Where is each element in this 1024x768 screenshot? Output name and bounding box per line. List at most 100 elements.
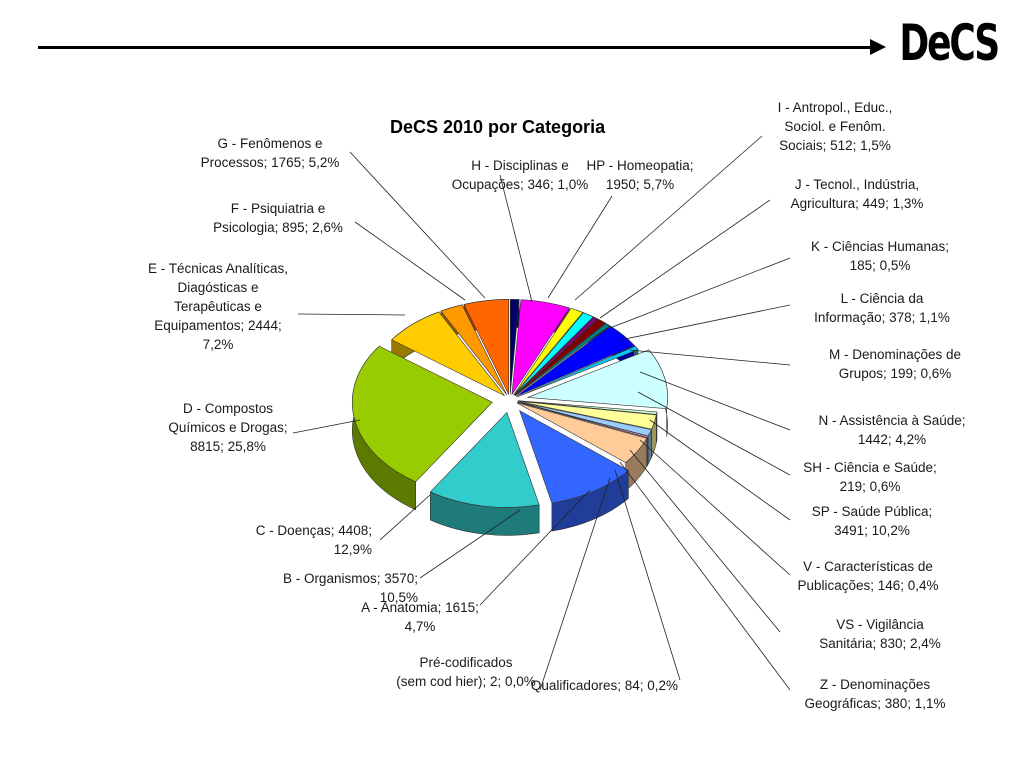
data-label-line: Agricultura; 449; 1,3% xyxy=(791,196,924,211)
pie-slice-15 xyxy=(516,402,648,463)
leader-line-1 xyxy=(547,195,613,299)
data-label-line: Sanitária; 830; 2,4% xyxy=(819,636,941,651)
pie-slice-8 xyxy=(516,345,639,398)
pie-slice-tops xyxy=(352,299,668,508)
data-label-line: Processos; 1765; 5,2% xyxy=(201,155,340,170)
data-label-line: HP - Homeopatia; xyxy=(586,158,693,173)
data-label-line: Sociol. e Fenôm. xyxy=(784,119,885,134)
data-label-line: E - Técnicas Analíticas, xyxy=(148,261,288,276)
data-label-3: J - Tecnol., Indústria, Agricultura; 449;… xyxy=(791,177,924,211)
data-label-5: L - Ciência da Informação; 378; 1,1% xyxy=(814,291,950,325)
arrow-head-icon xyxy=(870,39,886,55)
data-label-line: 185; 0,5% xyxy=(850,258,911,273)
pie-slice-6 xyxy=(515,322,611,397)
data-label-line: 7,2% xyxy=(203,337,234,352)
leader-line-8 xyxy=(637,391,791,476)
data-label-1: HP - Homeopatia; 1950; 5,7% xyxy=(586,158,693,192)
pie-slice-17 xyxy=(429,411,540,508)
data-label-line: L - Ciência da xyxy=(841,291,924,306)
leader-line-0 xyxy=(499,174,533,303)
data-label-line: SH - Ciência e Saúde; xyxy=(803,460,937,475)
pie-slice-10 xyxy=(517,400,658,415)
leader-line-3 xyxy=(599,199,771,319)
pie-slice-21 xyxy=(463,299,510,395)
leader-line-14 xyxy=(539,477,611,691)
pie-slice-2 xyxy=(513,308,584,396)
leader-lines xyxy=(292,135,791,691)
data-label-line: 3491; 10,2% xyxy=(834,523,910,538)
leader-line-13 xyxy=(614,469,681,681)
pie-slice-3 xyxy=(514,312,594,396)
data-label-line: 10,5% xyxy=(380,590,418,605)
data-label-line: 219; 0,6% xyxy=(840,479,901,494)
leader-line-6 xyxy=(629,349,791,366)
data-label-line: Z - Denominações xyxy=(820,677,931,692)
pie-slice-1 xyxy=(511,299,570,395)
data-label-15: A - Anatomia; 1615; 4,7% xyxy=(361,600,479,634)
data-label-12: Z - Denominações Geográficas; 380; 1,1% xyxy=(804,677,945,711)
brand-logo: DeCS xyxy=(899,14,1000,72)
header-rule xyxy=(38,46,876,49)
data-label-line: 1950; 5,7% xyxy=(606,177,674,192)
data-label-line: Geográficas; 380; 1,1% xyxy=(804,696,945,711)
pie-slice-19 xyxy=(391,311,505,397)
pie-slice-20 xyxy=(440,304,508,396)
data-label-line: I - Antropol., Educ., xyxy=(778,100,893,115)
leader-line-20 xyxy=(354,221,466,301)
data-label-13: Qualificadores; 84; 0,2% xyxy=(531,678,678,693)
data-label-line: N - Assistência à Saúde; xyxy=(818,413,965,428)
data-label-21: G - Fenômenos e Processos; 1765; 5,2% xyxy=(201,136,340,170)
data-label-line: B - Organismos; 3570; xyxy=(283,571,418,586)
data-label-line: H - Disciplinas e xyxy=(471,158,569,173)
leader-line-7 xyxy=(639,371,791,431)
data-label-line: 8815; 25,8% xyxy=(190,439,266,454)
data-label-line: VS - Vigilância xyxy=(836,617,924,632)
leader-line-2 xyxy=(574,135,763,301)
pie-slice-7 xyxy=(515,325,635,397)
data-label-2: I - Antropol., Educ., Sociol. e Fenôm. Soc… xyxy=(778,100,893,153)
data-label-line: Sociais; 512; 1,5% xyxy=(779,138,891,153)
pie-slice-11 xyxy=(517,400,657,430)
leader-line-12 xyxy=(619,461,791,691)
data-label-line: G - Fenômenos e xyxy=(217,136,322,151)
chart-title: DeCS 2010 por Categoria xyxy=(390,117,606,137)
data-label-line: M - Denominações de xyxy=(829,347,961,362)
data-label-0: H - Disciplinas e Ocupações; 346; 1,0% xyxy=(452,158,589,192)
data-label-11: VS - Vigilância Sanitária; 830; 2,4% xyxy=(819,617,941,651)
leader-line-16 xyxy=(419,509,521,579)
data-label-9: SP - Saúde Pública; 3491; 10,2% xyxy=(812,504,933,538)
data-label-line: Informação; 378; 1,1% xyxy=(814,310,950,325)
leader-line-15 xyxy=(479,489,591,606)
data-label-line: 4,7% xyxy=(405,619,436,634)
data-label-line: A - Anatomia; 1615; xyxy=(361,600,479,615)
pie-slice-4 xyxy=(514,316,599,396)
data-label-8: SH - Ciência e Saúde; 219; 0,6% xyxy=(803,460,937,494)
pie-slice-0 xyxy=(509,299,520,395)
leader-line-5 xyxy=(619,304,791,341)
data-label-line: 12,9% xyxy=(334,542,372,557)
data-label-line: C - Doenças; 4408; xyxy=(256,523,372,538)
data-label-line: Pré-codificados xyxy=(419,655,512,670)
data-label-line: 1442; 4,2% xyxy=(858,432,926,447)
data-label-line: Publicações; 146; 0,4% xyxy=(797,578,938,593)
leader-line-18 xyxy=(292,419,361,434)
data-label-16: B - Organismos; 3570; 10,5% xyxy=(283,571,418,605)
data-label-line: Qualificadores; 84; 0,2% xyxy=(531,678,678,693)
data-labels: H - Disciplinas e Ocupações; 346; 1,0%HP … xyxy=(148,100,966,711)
data-label-4: K - Ciências Humanas; 185; 0,5% xyxy=(811,239,949,273)
data-label-6: M - Denominações de Grupos; 199; 0,6% xyxy=(829,347,961,381)
leader-line-10 xyxy=(639,439,791,576)
pie-slice-14 xyxy=(517,401,648,438)
data-label-line: Psicologia; 895; 2,6% xyxy=(213,220,343,235)
data-label-20: F - Psiquiatria e Psicologia; 895; 2,6% xyxy=(213,201,343,235)
data-label-18: D - Compostos Químicos e Drogas; 8815; 25,… xyxy=(168,401,287,454)
data-label-line: Diagósticas e xyxy=(177,280,258,295)
data-label-line: Ocupações; 346; 1,0% xyxy=(452,177,589,192)
data-label-7: N - Assistência à Saúde; 1442; 4,2% xyxy=(818,413,965,447)
data-label-line: F - Psiquiatria e xyxy=(231,201,326,216)
data-label-line: Químicos e Drogas; xyxy=(168,420,287,435)
data-label-19: E - Técnicas Analíticas, Diagósticas e Ter… xyxy=(148,261,288,352)
leader-line-17 xyxy=(379,494,431,541)
data-label-line: D - Compostos xyxy=(183,401,273,416)
